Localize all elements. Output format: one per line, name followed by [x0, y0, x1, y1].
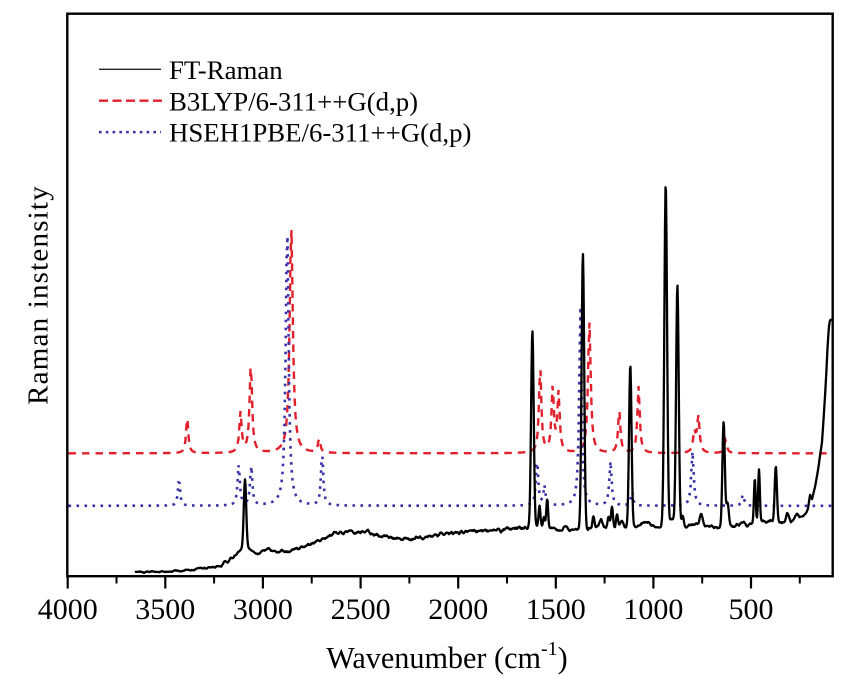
svg-text:500: 500 — [729, 593, 774, 626]
svg-text:2500: 2500 — [331, 593, 391, 626]
svg-text:HSEH1PBE/6-311++G(d,p): HSEH1PBE/6-311++G(d,p) — [169, 118, 471, 148]
svg-text:FT-Raman: FT-Raman — [169, 55, 283, 85]
svg-text:1500: 1500 — [526, 593, 586, 626]
svg-text:Raman instensity: Raman instensity — [23, 185, 55, 405]
svg-text:3000: 3000 — [233, 593, 293, 626]
svg-text:B3LYP/6-311++G(d,p): B3LYP/6-311++G(d,p) — [169, 86, 418, 116]
svg-text:1000: 1000 — [623, 593, 683, 626]
svg-text:3500: 3500 — [135, 593, 195, 626]
svg-text:4000: 4000 — [38, 593, 98, 626]
svg-text:Wavenumber (cm-1): Wavenumber (cm-1) — [326, 638, 567, 675]
svg-text:2000: 2000 — [428, 593, 488, 626]
